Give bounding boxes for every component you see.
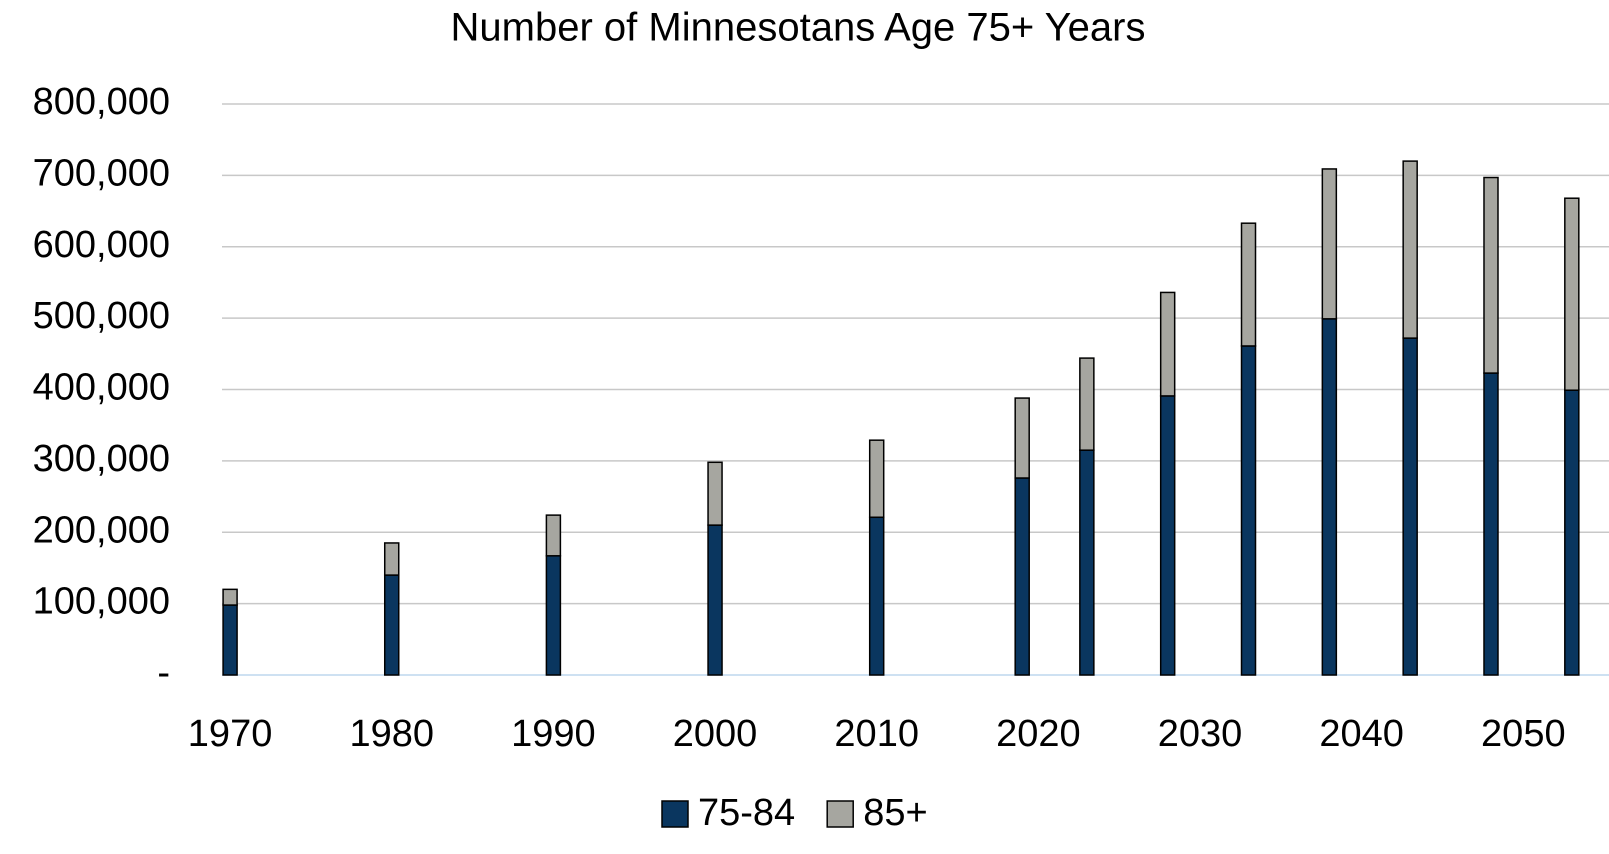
bar-segment bbox=[707, 524, 723, 676]
bar-segment bbox=[1321, 168, 1338, 320]
x-tick-label: 2000 bbox=[673, 713, 758, 755]
x-tick-label: 2020 bbox=[996, 713, 1081, 755]
bar-segment bbox=[222, 588, 238, 606]
bar-segment bbox=[1564, 197, 1580, 391]
bar-segment bbox=[1079, 357, 1095, 451]
bar-segment bbox=[1014, 397, 1030, 479]
bar-segment bbox=[1014, 477, 1030, 676]
x-tick-label: 1970 bbox=[188, 713, 273, 755]
x-tick-label: 1990 bbox=[511, 713, 596, 755]
chart-title: Number of Minnesotans Age 75+ Years bbox=[451, 6, 1146, 50]
x-tick-label: 2010 bbox=[834, 713, 919, 755]
bar-segment bbox=[222, 604, 238, 676]
legend-swatch bbox=[826, 800, 854, 828]
bar-segment bbox=[1564, 389, 1580, 676]
bar-segment bbox=[1159, 291, 1176, 397]
bar-segment bbox=[868, 439, 885, 519]
legend-label: 85+ bbox=[863, 792, 927, 834]
y-tick-label: 300,000 bbox=[33, 438, 170, 480]
bar-segment bbox=[868, 516, 885, 676]
y-tick-label: 100,000 bbox=[33, 581, 170, 623]
y-tick-label: 600,000 bbox=[33, 224, 170, 266]
bar-segment bbox=[1240, 345, 1257, 676]
y-tick-label: 200,000 bbox=[33, 509, 170, 551]
y-tick-label: 700,000 bbox=[33, 152, 170, 194]
bar-segment bbox=[383, 574, 400, 676]
bar-segment bbox=[707, 461, 723, 526]
bar-segment bbox=[1159, 395, 1176, 676]
y-tick-label: - bbox=[157, 652, 170, 694]
bar-segment bbox=[383, 542, 400, 576]
bar-segment bbox=[545, 555, 562, 676]
x-tick-label: 1980 bbox=[349, 713, 434, 755]
bar-segment bbox=[1402, 160, 1418, 339]
bar-segment bbox=[1079, 449, 1095, 676]
y-tick-label: 500,000 bbox=[33, 295, 170, 337]
x-tick-label: 2030 bbox=[1158, 713, 1243, 755]
y-tick-label: 800,000 bbox=[33, 81, 170, 123]
legend-swatch bbox=[661, 800, 689, 828]
y-tick-label: 400,000 bbox=[33, 367, 170, 409]
x-tick-label: 2050 bbox=[1481, 713, 1566, 755]
legend-label: 75-84 bbox=[698, 792, 795, 834]
bar-segment bbox=[1483, 176, 1499, 374]
bar-segment bbox=[1402, 337, 1418, 676]
bar-segment bbox=[1321, 318, 1338, 676]
bar-segment bbox=[1483, 372, 1499, 676]
bar-segment bbox=[1240, 222, 1257, 347]
x-tick-label: 2040 bbox=[1319, 713, 1404, 755]
bar-segment bbox=[545, 514, 562, 557]
